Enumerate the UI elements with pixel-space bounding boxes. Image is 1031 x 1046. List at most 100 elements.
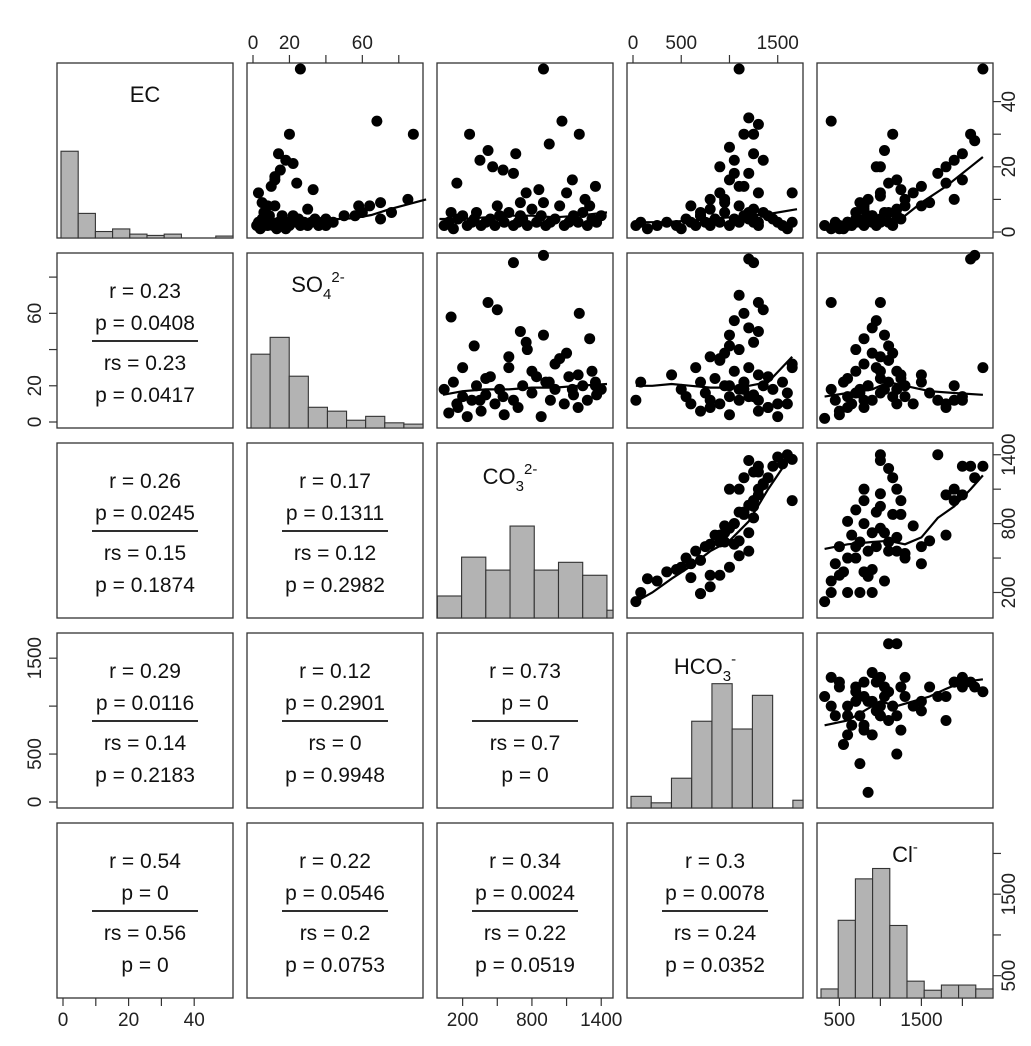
scatter-point (573, 307, 585, 319)
scatter-point (743, 112, 755, 124)
panel-3-4 (816, 632, 994, 809)
histogram-bar (691, 720, 713, 809)
smoother-line (824, 474, 984, 550)
scatter-point (445, 206, 457, 218)
histogram-bar (269, 336, 290, 429)
stat-ps: p = 0.9948 (285, 764, 385, 787)
correlation-4-1: r = 0.22 p = 0.0546 rs = 0.2 p = 0.0753 (282, 850, 388, 977)
scatter-point (521, 219, 533, 231)
scatter-point (786, 495, 798, 507)
scatter-point (733, 550, 745, 562)
smoother-line (633, 208, 798, 224)
scatter-point (948, 483, 960, 495)
scatter-point (895, 184, 907, 196)
scatter-point (447, 223, 459, 235)
stat-rs: rs = 0.24 (674, 922, 757, 945)
panel-0-3 (626, 62, 804, 239)
scatter-point (695, 588, 707, 600)
scatter-point (870, 541, 882, 553)
scatter-point (833, 676, 845, 688)
scatter-point (719, 206, 731, 218)
scatter-point (543, 376, 555, 388)
scatter-point (283, 128, 295, 140)
scatter-point (846, 529, 858, 541)
scatter-point (781, 398, 793, 410)
variable-label-SO4: SO42- (291, 269, 344, 303)
histogram-bar (792, 799, 804, 809)
scatter-point (874, 351, 886, 363)
scatter-point (549, 213, 561, 225)
scatter-point (819, 691, 831, 703)
axis-tick-label: 1500 (757, 33, 799, 54)
scatter-point (862, 545, 874, 557)
scatter-point (733, 535, 745, 547)
scatter-point (704, 193, 716, 205)
axis-right-row-0: 0 20 40 (993, 91, 1020, 237)
scatter-point (956, 394, 968, 406)
panel-border (246, 822, 424, 999)
scatter-point (891, 398, 903, 410)
scatter-point (940, 177, 952, 189)
scatter-point (842, 586, 854, 598)
variable-label-superscript: 2- (524, 461, 537, 478)
smoother-line (822, 156, 984, 227)
scatter-point (748, 391, 760, 403)
scatter-point (858, 333, 870, 345)
scatter-point (714, 161, 726, 173)
panel-4-2 (436, 822, 614, 999)
scatter-point (723, 483, 735, 495)
scatter-point (781, 387, 793, 399)
scatter-point (704, 581, 716, 593)
scatter-2-3 (630, 449, 798, 608)
scatter-point (738, 128, 750, 140)
stat-ps: p = 0 (121, 954, 168, 977)
scatter-point (537, 197, 549, 209)
scatter-point (291, 177, 303, 189)
scatter-point (641, 573, 653, 585)
scatter-point (854, 383, 866, 395)
scatter-point (866, 210, 878, 222)
scatter-point (850, 504, 862, 516)
histogram-bar (940, 984, 960, 999)
scatter-point (489, 219, 501, 231)
histogram-bar (582, 574, 608, 619)
scatter-point (874, 387, 886, 399)
correlation-4-0: r = 0.54 p = 0 rs = 0.56 p = 0 (92, 850, 198, 977)
scatter-point (443, 407, 455, 419)
scatter-point (825, 586, 837, 598)
scatter-point (969, 681, 981, 693)
histogram-bar (650, 802, 673, 809)
scatter-point (915, 541, 927, 553)
scatter-point (685, 200, 697, 212)
scatter-point (704, 538, 716, 550)
scatter-point (714, 354, 726, 366)
scatter-point (757, 154, 769, 166)
histogram-bar (326, 410, 348, 429)
scatter-point (543, 138, 555, 150)
smoother-line (439, 211, 608, 221)
scatter-point (899, 691, 911, 703)
variable-label-Cl: Cl- (892, 839, 918, 867)
scatter-1-3 (630, 253, 798, 423)
scatter-point (470, 380, 482, 392)
scatter-point (685, 558, 697, 570)
stat-p: p = 0 (121, 882, 168, 905)
axis-tick-label: 1500 (900, 1010, 942, 1031)
scatter-point (276, 210, 288, 222)
smoother-line (442, 382, 608, 396)
stat-r: r = 0.22 (299, 850, 371, 873)
scatter-point (870, 676, 882, 688)
axis-tick-label: 20 (118, 1010, 139, 1031)
scatter-point (891, 531, 903, 543)
scatter-point (719, 197, 731, 209)
scatter-point (858, 691, 870, 703)
scatter-point (635, 586, 647, 598)
scatter-point (829, 558, 841, 570)
scatter-point (728, 518, 740, 530)
stat-ps: p = 0.2982 (285, 574, 385, 597)
scatter-point (302, 203, 314, 215)
axis-tick-label: 1500 (999, 873, 1020, 915)
scatter-point (748, 203, 760, 215)
scatter-point (752, 405, 764, 417)
scatter-point (924, 535, 936, 547)
